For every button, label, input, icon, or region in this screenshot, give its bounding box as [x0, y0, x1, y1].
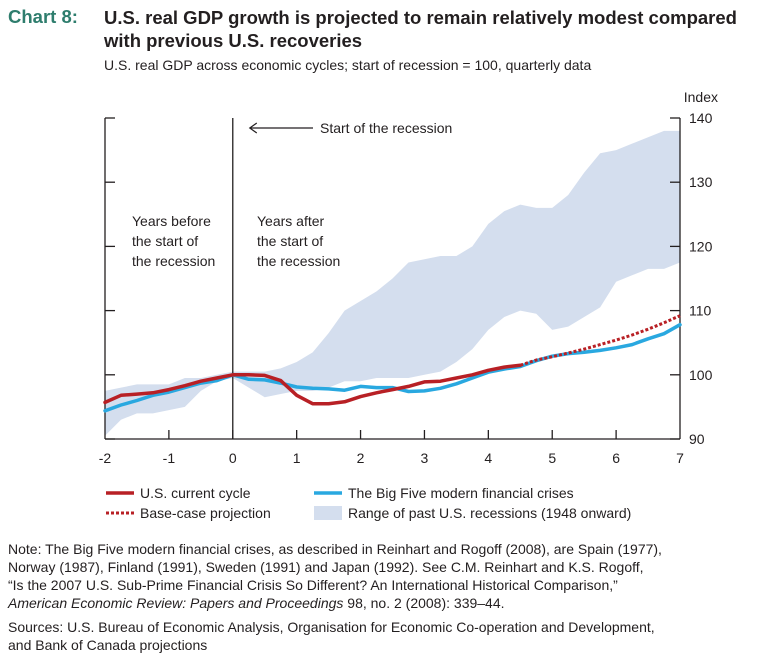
x-tick-label: 2	[357, 450, 365, 466]
years-after-label: Years after	[257, 213, 325, 229]
years-after-label: the start of	[257, 233, 323, 249]
recession-range-band	[105, 130, 680, 436]
sources: Sources: U.S. Bureau of Economic Analysi…	[8, 618, 774, 654]
y-tick-label: 100	[689, 367, 713, 383]
years-before-label: Years before	[132, 213, 211, 229]
x-tick-label: -2	[99, 450, 112, 466]
x-tick-label: -1	[163, 450, 176, 466]
current-cycle-line	[103, 363, 523, 406]
note-journal: American Economic Review: Papers and Pro…	[8, 595, 344, 611]
legend: U.S. current cycle Base-case projection …	[106, 485, 631, 521]
legend-swatch-range	[314, 506, 342, 520]
chart-subtitle: U.S. real GDP across economic cycles; st…	[104, 57, 592, 73]
years-after-label: the recession	[257, 253, 340, 269]
x-tick-label: 0	[229, 450, 237, 466]
x-tick-label: 6	[612, 450, 620, 466]
note-line-1: Note: The Big Five modern financial cris…	[8, 541, 662, 557]
sources-line-1: Sources: U.S. Bureau of Economic Analysi…	[8, 619, 655, 635]
note-tail: 98, no. 2 (2008): 339–44.	[343, 595, 505, 611]
x-tick-label: 1	[293, 450, 301, 466]
y-tick-label: 140	[689, 110, 713, 126]
legend-label-bigfive: The Big Five modern financial crises	[348, 485, 574, 501]
legend-label-projection: Base-case projection	[140, 505, 271, 521]
years-before-label: the recession	[132, 253, 215, 269]
gdp-chart: 90 100 110 120 130 140 Index -2 -1 0 1 2 3 4 5 6 7 Start …	[99, 89, 718, 521]
y-axis-title: Index	[684, 89, 718, 105]
note: Note: The Big Five modern financial cris…	[8, 540, 774, 612]
chart-title: U.S. real GDP growth is projected to rem…	[104, 7, 737, 51]
labels-layer: 90 100 110 120 130 140 Index -2 -1 0 1 2 3 4 5 6 7 Start …	[99, 89, 718, 466]
notes-block: Note: The Big Five modern financial cris…	[8, 540, 774, 659]
sources-line-2: and Bank of Canada projections	[8, 637, 208, 653]
y-tick-label: 120	[689, 238, 713, 254]
y-tick-label: 90	[689, 431, 705, 447]
series-layer	[103, 314, 682, 413]
projection-line	[519, 314, 681, 367]
legend-label-current: U.S. current cycle	[140, 485, 251, 501]
y-tick-label: 110	[689, 303, 712, 319]
x-tick-label: 5	[548, 450, 556, 466]
start-of-recession-label: Start of the recession	[320, 120, 452, 136]
x-tick-label: 3	[421, 450, 429, 466]
chart-number: Chart 8:	[8, 6, 78, 27]
years-before-label: the start of	[132, 233, 198, 249]
note-line-3: “Is the 2007 U.S. Sub-Prime Financial Cr…	[8, 577, 618, 593]
note-line-2: Norway (1987), Finland (1991), Sweden (1…	[8, 559, 644, 575]
start-arrow-head	[248, 122, 258, 134]
big-five-line	[103, 322, 682, 413]
legend-label-range: Range of past U.S. recessions (1948 onwa…	[348, 505, 631, 521]
band-layer	[105, 130, 680, 436]
x-tick-label: 7	[676, 450, 684, 466]
y-tick-label: 130	[689, 174, 713, 190]
x-tick-label: 4	[484, 450, 492, 466]
axes-layer	[104, 117, 681, 440]
